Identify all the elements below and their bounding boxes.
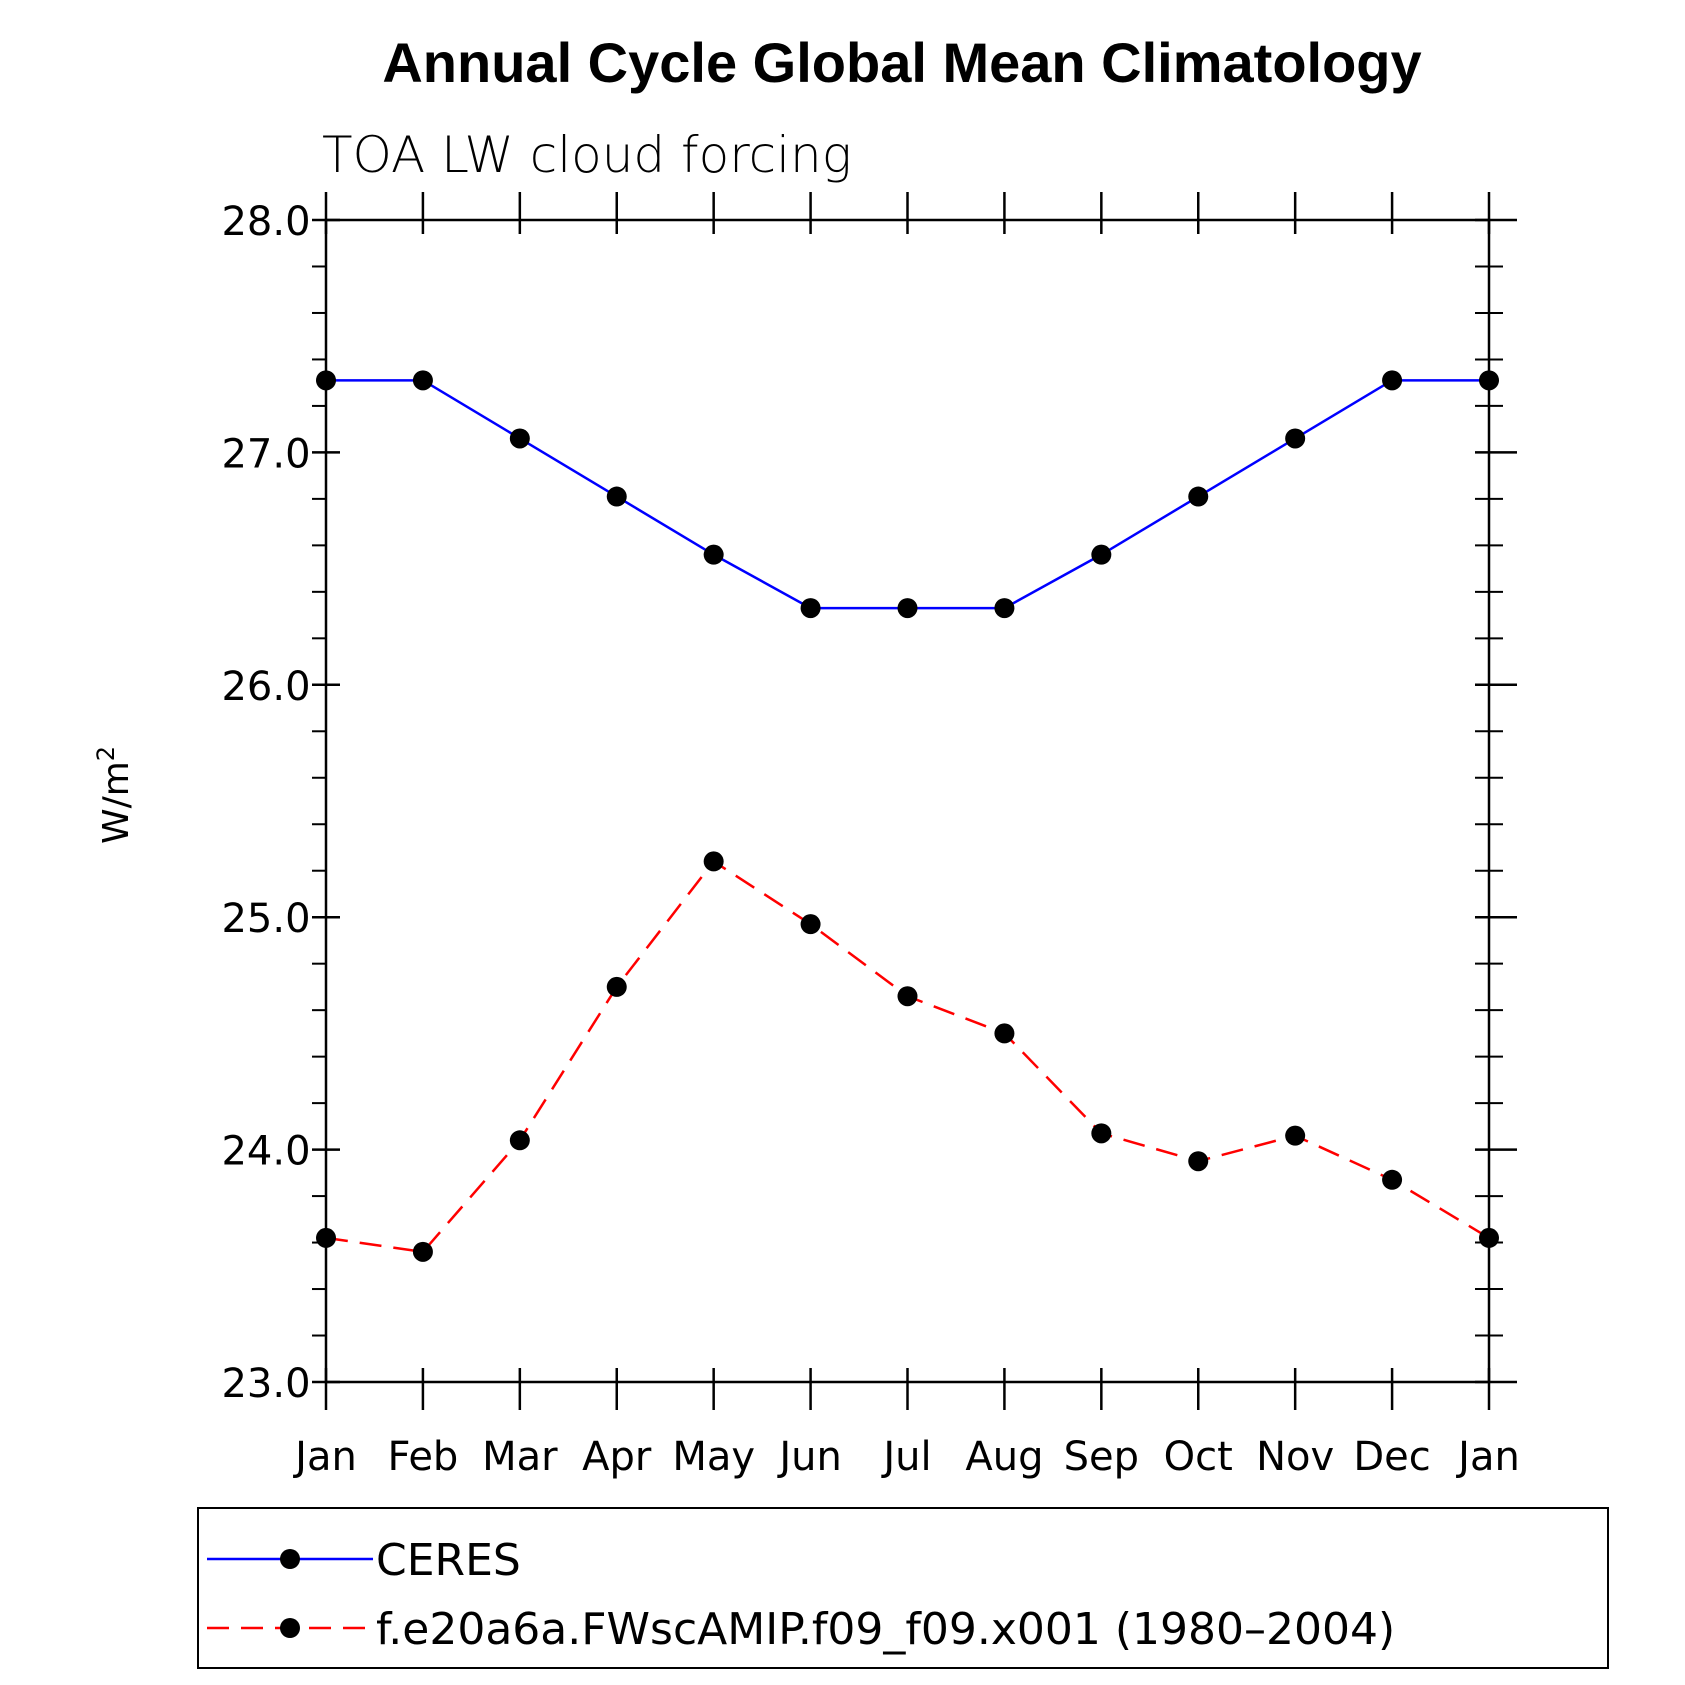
x-tick-label-apr: Apr — [582, 1434, 652, 1480]
series-line-0 — [326, 379, 1489, 610]
legend-marker-ceres — [280, 1549, 300, 1569]
y-tick-label: 28.0 — [221, 199, 310, 245]
y-axis-label-superscript: 2 — [92, 746, 120, 761]
series-1-point — [1285, 1125, 1306, 1146]
series-1-point — [897, 986, 918, 1007]
x-tick-label-aug: Aug — [965, 1434, 1043, 1480]
series-1-point — [509, 1130, 530, 1151]
series-1-point — [1479, 1227, 1499, 1248]
plot-area — [324, 218, 1491, 1384]
series-0-point — [1382, 370, 1403, 391]
chart-title: Annual Cycle Global Mean Climatology — [382, 31, 1421, 94]
x-tick-label-feb: Feb — [388, 1434, 459, 1480]
x-tick-label-oct: Oct — [1164, 1434, 1233, 1480]
y-axis-label: W/m2 — [92, 746, 137, 844]
series-0-point — [1285, 428, 1306, 449]
x-tick-label-may: May — [672, 1434, 755, 1480]
legend-box — [197, 1507, 1609, 1669]
y-tick-label: 27.0 — [221, 431, 310, 477]
series-0-point — [1091, 544, 1112, 565]
series-1-point — [1188, 1151, 1209, 1172]
x-tick-label-dec: Dec — [1353, 1434, 1430, 1480]
series-1-point — [1382, 1169, 1403, 1190]
x-tick-label-sep: Sep — [1064, 1434, 1139, 1480]
x-tick-label-nov: Nov — [1256, 1434, 1334, 1480]
series-1-point — [606, 976, 627, 997]
series-1-point — [800, 914, 821, 935]
series-1-point — [994, 1023, 1015, 1044]
series-0-point — [509, 428, 530, 449]
series-0-point — [1479, 370, 1499, 391]
series-layer — [316, 370, 1499, 1262]
series-1-point — [703, 851, 724, 872]
legend-marker-model — [280, 1618, 300, 1638]
y-tick-label: 25.0 — [221, 896, 310, 942]
legend-label-model: f.e20a6a.FWscAMIP.f09_f09.x001 (1980–200… — [376, 1604, 1395, 1655]
y-axis: 23.0 24.0 25.0 26.0 27.0 28.0 — [221, 199, 1517, 1407]
x-tick-label-jan: Jan — [1455, 1434, 1520, 1480]
series-0-point — [606, 486, 627, 507]
series-0-point — [994, 598, 1015, 619]
series-0-point — [1188, 486, 1209, 507]
series-0-point — [412, 370, 433, 391]
legend-label-ceres: CERES — [376, 1535, 521, 1586]
plot-frame — [324, 218, 1491, 1384]
series-line-1 — [325, 859, 1490, 1254]
x-tick-label-jun: Jun — [776, 1434, 842, 1480]
legend: CERES f.e20a6a.FWscAMIP.f09_f09.x001 (19… — [197, 1507, 1609, 1669]
series-1-point — [316, 1227, 336, 1248]
y-tick-label: 23.0 — [221, 1361, 310, 1407]
chart-subtitle: TOA LW cloud forcing — [322, 126, 852, 184]
series-0-point — [316, 370, 336, 391]
series-0-point — [897, 598, 918, 619]
series-0-point — [800, 598, 821, 619]
y-tick-label: 24.0 — [221, 1129, 310, 1175]
series-1-point — [412, 1241, 433, 1262]
series-0-point — [703, 544, 724, 565]
x-axis: Jan Feb Mar Apr May Jun Jul Aug Sep Oct Nov Dec Jan — [292, 192, 1520, 1480]
y-tick-label: 26.0 — [221, 664, 310, 710]
series-1-point — [1091, 1123, 1112, 1144]
x-tick-label-jul: Jul — [880, 1434, 931, 1480]
x-tick-label-mar: Mar — [482, 1434, 558, 1480]
x-tick-label-jan: Jan — [292, 1434, 357, 1480]
